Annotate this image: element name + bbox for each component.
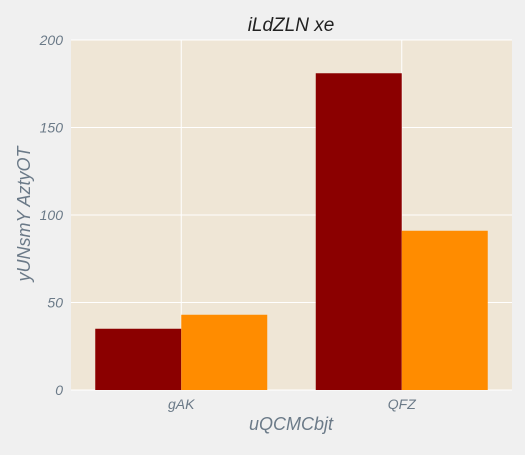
x-tick-label: gAK	[168, 396, 195, 412]
bar-series-2-QFZ	[401, 230, 488, 390]
y-tick-label: 0	[55, 382, 63, 398]
chart-title: iLdZLN xe	[248, 15, 335, 36]
x-axis-title: uQCMCbjt	[249, 414, 334, 434]
y-tick-label: 100	[40, 207, 64, 223]
y-tick-label: 150	[40, 120, 64, 136]
x-axis-ticks: gAK QFZ	[168, 396, 416, 412]
y-tick-label: 200	[39, 32, 64, 48]
bar-series-1-gAK	[95, 328, 182, 390]
y-axis-title: yUNsmY AztyOT	[14, 144, 34, 283]
x-tick-label: QFZ	[388, 396, 416, 412]
y-axis-ticks: 0 50 100 150 200	[39, 32, 64, 398]
bar-series-2-gAK	[181, 314, 268, 390]
bars	[95, 73, 488, 390]
y-tick-label: 50	[47, 295, 63, 311]
bar-series-1-QFZ	[315, 73, 402, 390]
